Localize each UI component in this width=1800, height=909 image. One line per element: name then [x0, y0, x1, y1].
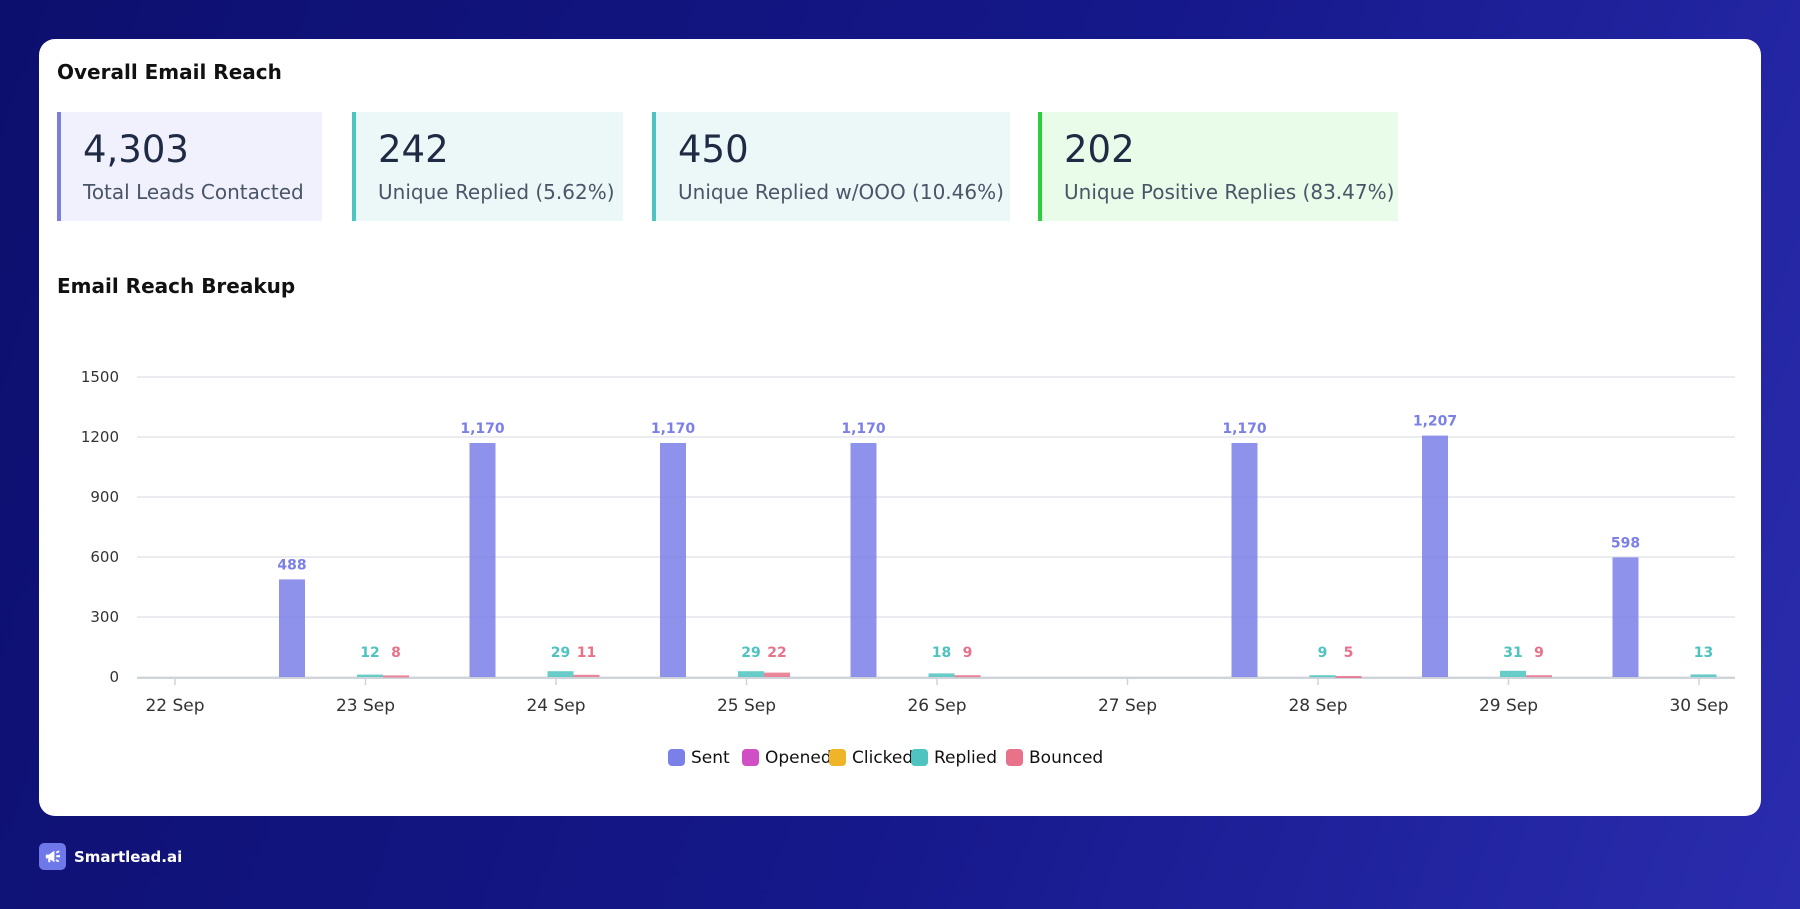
brand-name: Smartlead.ai — [74, 847, 183, 866]
data-label: 598 — [1611, 535, 1640, 551]
data-label: 1,207 — [1413, 414, 1457, 430]
stat-label: Unique Replied (5.62%) — [378, 180, 615, 204]
bar-sent — [1612, 557, 1639, 677]
bar-bounced — [764, 672, 790, 677]
stat-label: Unique Positive Replies (83.47%) — [1064, 180, 1395, 204]
x-tick-label: 25 Sep — [717, 696, 776, 716]
legend-item-opened[interactable]: Opened — [742, 748, 832, 768]
bar-replied — [738, 671, 764, 677]
data-label: 22 — [767, 645, 786, 661]
legend-swatch — [911, 749, 928, 766]
data-label: 18 — [932, 645, 951, 661]
email-reach-card: Overall Email Reach 4,303 Total Leads Co… — [39, 39, 1761, 816]
data-label: 9 — [1534, 645, 1544, 661]
legend-item-bounced[interactable]: Bounced — [1006, 748, 1103, 768]
legend-item-sent[interactable]: Sent — [668, 748, 730, 768]
data-label: 29 — [741, 645, 760, 661]
legend-swatch — [829, 749, 846, 766]
x-tick-label: 24 Sep — [526, 696, 585, 716]
x-tick-label: 28 Sep — [1288, 696, 1347, 716]
data-label: 1,170 — [1222, 421, 1267, 437]
email-reach-breakup-title: Email Reach Breakup — [57, 274, 296, 298]
footer-branding: Smartlead.ai — [39, 843, 182, 870]
stat-value: 450 — [678, 128, 749, 171]
legend-swatch — [668, 749, 685, 766]
bar-bounced — [383, 675, 409, 678]
bar-sent — [1231, 443, 1258, 677]
stat-card-positive-replies: 202 Unique Positive Replies (83.47%) — [1038, 112, 1398, 221]
data-label: 9 — [963, 645, 973, 661]
bar-replied — [928, 673, 955, 677]
bar-bounced — [1526, 675, 1552, 678]
x-tick-label: 22 Sep — [145, 696, 204, 716]
y-tick-label: 1200 — [81, 428, 119, 446]
data-label: 13 — [1694, 645, 1713, 661]
x-tick-label: 26 Sep — [907, 696, 966, 716]
stat-card-unique-replied: 242 Unique Replied (5.62%) — [352, 112, 623, 221]
bar-bounced — [573, 674, 600, 677]
bar-bounced — [954, 675, 981, 678]
email-reach-bar-chart: 0 300 600 900 1200 1500 22 Sep 23 Sep 24 Sep 25 S… — [81, 368, 1735, 768]
stat-value: 242 — [378, 128, 449, 171]
data-label: 8 — [391, 645, 401, 661]
stat-card-unique-replied-ooo: 450 Unique Replied w/OOO (10.46%) — [652, 112, 1010, 221]
legend-label: Sent — [691, 748, 730, 768]
legend-item-replied[interactable]: Replied — [911, 748, 997, 768]
legend-swatch — [742, 749, 759, 766]
megaphone-icon — [39, 843, 66, 870]
stat-value: 4,303 — [83, 128, 189, 171]
bar-sent — [279, 579, 305, 677]
overall-email-reach-title: Overall Email Reach — [57, 60, 282, 84]
x-tick-label: 29 Sep — [1479, 696, 1538, 716]
bar-sent — [1422, 435, 1448, 677]
bar-replied — [547, 671, 574, 677]
bar-sent — [850, 443, 877, 677]
y-tick-label: 1500 — [81, 368, 119, 386]
y-tick-label: 300 — [90, 608, 119, 626]
data-label: 488 — [277, 557, 306, 573]
legend-item-clicked[interactable]: Clicked — [829, 748, 913, 768]
legend-label: Replied — [934, 748, 997, 768]
stat-label: Total Leads Contacted — [83, 180, 304, 204]
data-label: 1,170 — [460, 421, 505, 437]
legend-label: Clicked — [852, 748, 913, 768]
bar-replied — [1690, 674, 1717, 677]
bar-replied — [1500, 670, 1526, 677]
stat-label: Unique Replied w/OOO (10.46%) — [678, 180, 1004, 204]
y-tick-label: 600 — [90, 548, 119, 566]
x-tick-label: 30 Sep — [1669, 696, 1728, 716]
data-label: 9 — [1318, 645, 1328, 661]
legend-label: Bounced — [1029, 748, 1103, 768]
bar-sent — [660, 443, 686, 677]
bar-sent — [469, 443, 496, 677]
legend-swatch — [1006, 749, 1023, 766]
x-tick-label: 23 Sep — [336, 696, 395, 716]
stat-value: 202 — [1064, 128, 1135, 171]
data-label: 12 — [360, 645, 379, 661]
bar-replied — [357, 674, 383, 677]
data-label: 31 — [1503, 645, 1522, 661]
y-tick-label: 0 — [109, 668, 119, 686]
data-label: 1,170 — [841, 421, 886, 437]
bar-bounced — [1335, 676, 1362, 678]
stat-card-total-leads: 4,303 Total Leads Contacted — [57, 112, 322, 221]
legend-label: Opened — [765, 748, 832, 768]
data-label: 11 — [577, 645, 596, 661]
data-label: 5 — [1344, 645, 1354, 661]
data-label: 29 — [551, 645, 570, 661]
y-tick-label: 900 — [90, 488, 119, 506]
x-tick-label: 27 Sep — [1098, 696, 1157, 716]
data-label: 1,170 — [651, 421, 696, 437]
bar-replied — [1309, 675, 1336, 678]
